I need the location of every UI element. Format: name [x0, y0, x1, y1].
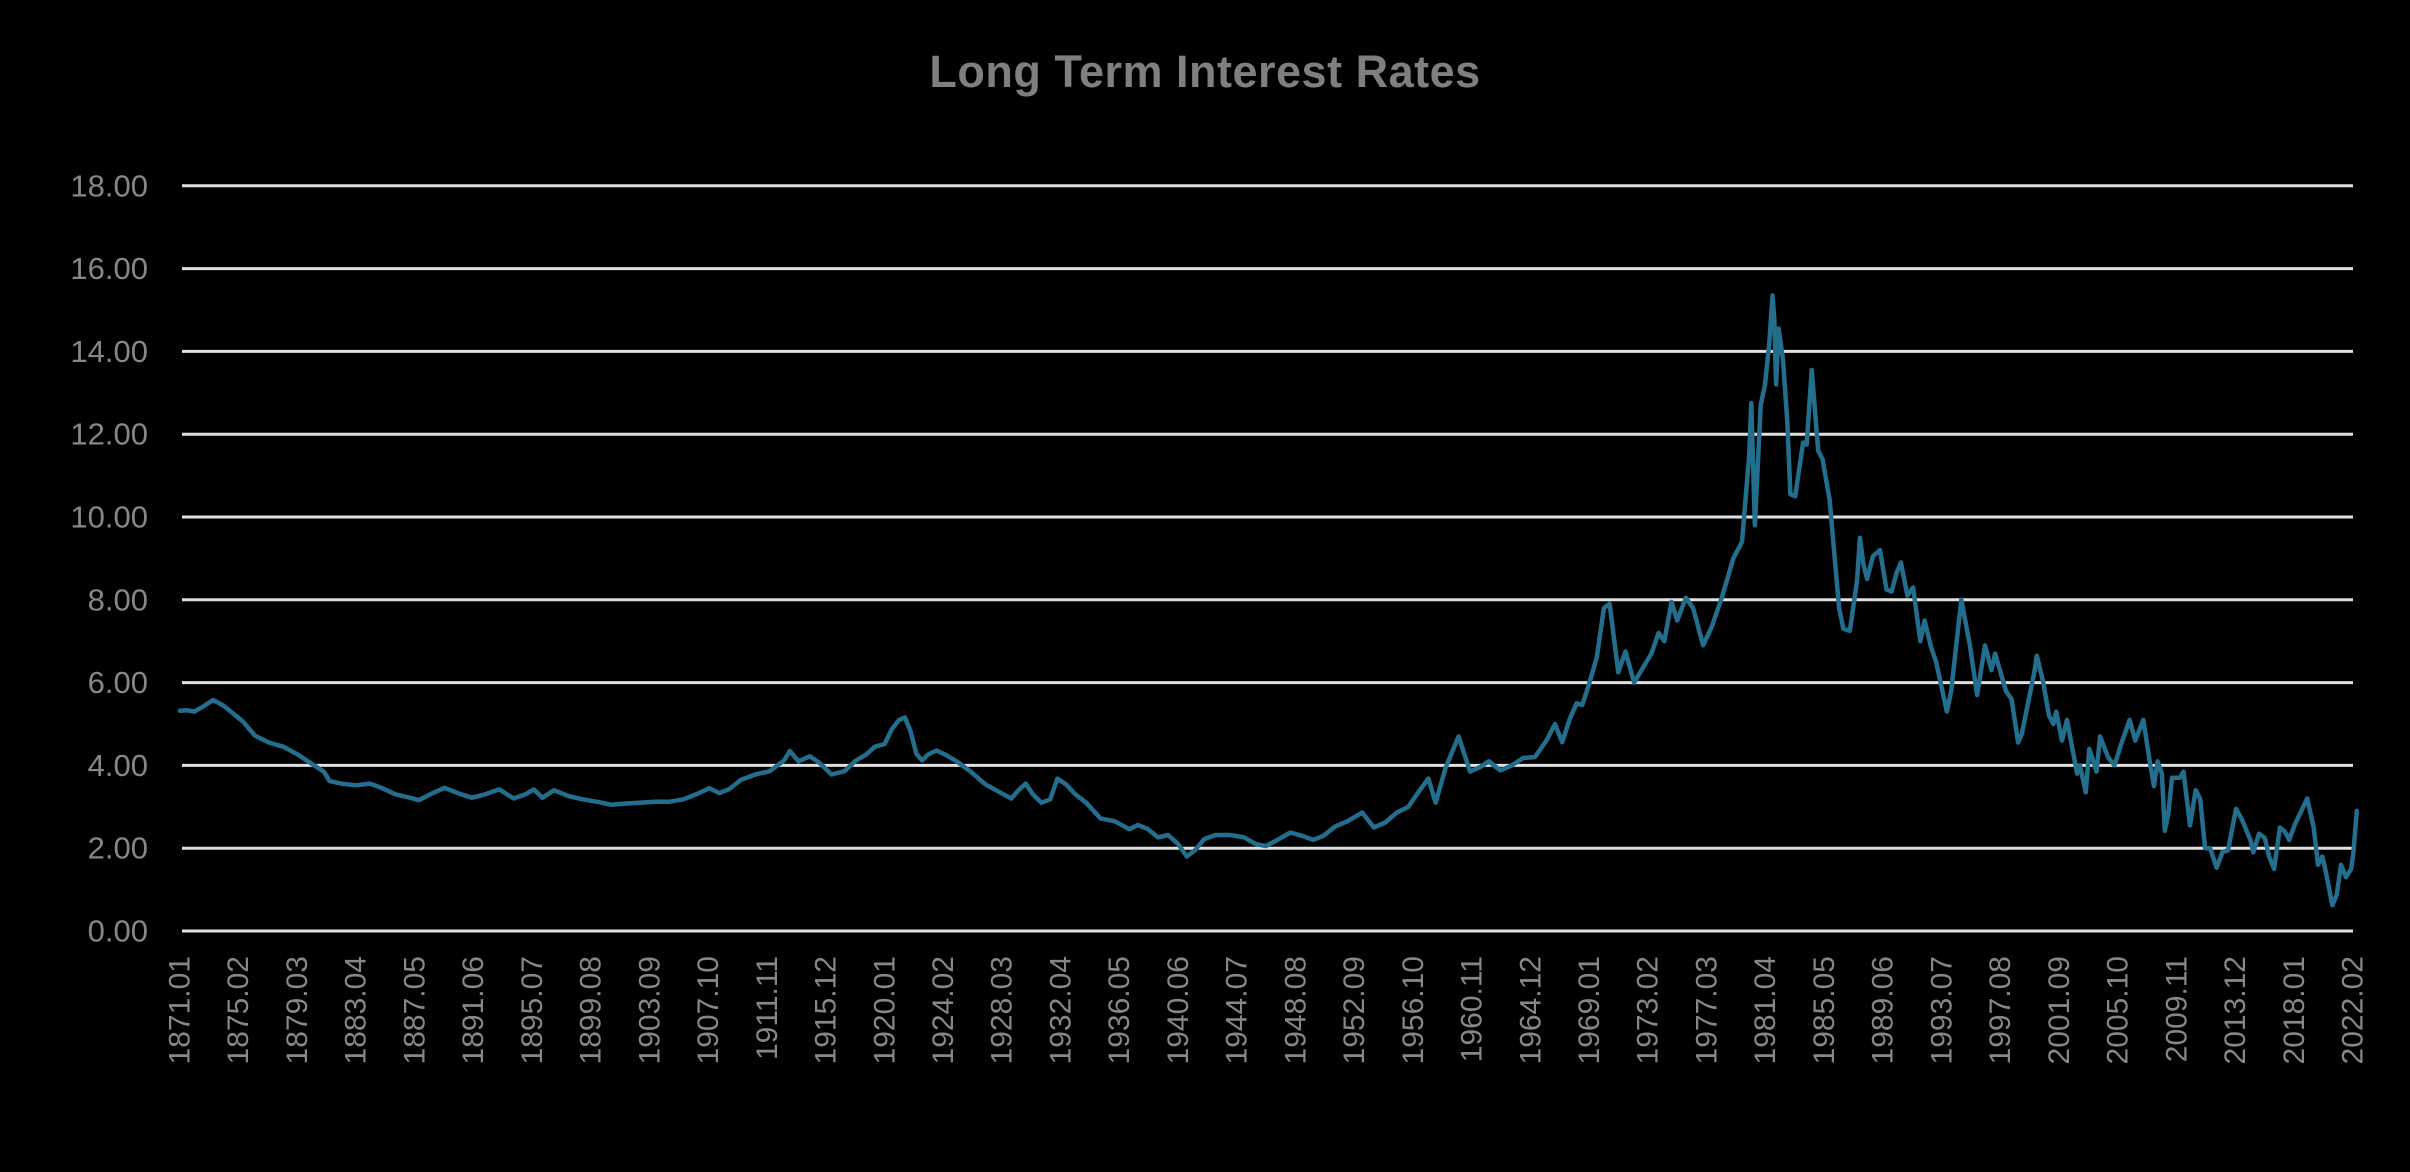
x-tick-label: 2001.09	[2043, 956, 2076, 1064]
x-tick-label: 1956.10	[1397, 956, 1430, 1064]
y-tick-label: 2.00	[88, 831, 148, 866]
x-tick-label: 1924.02	[927, 956, 960, 1064]
x-tick-label: 1903.09	[633, 956, 666, 1064]
x-tick-label: 1948.08	[1279, 956, 1312, 1064]
x-tick-label: 1969.01	[1573, 956, 1606, 1064]
x-tick-label: 1936.05	[1103, 956, 1136, 1064]
x-tick-label: 1883.04	[340, 956, 373, 1064]
x-tick-label: 1989.06	[1867, 956, 1900, 1064]
x-tick-label: 1944.07	[1221, 956, 1254, 1064]
y-tick-label: 8.00	[88, 582, 148, 617]
x-tick-label: 1960.11	[1456, 956, 1489, 1062]
y-axis-labels: 0.00 2.00 4.00 6.00 8.00 10.00 12.00 14.00 16.00…	[70, 168, 148, 948]
x-tick-label: 2018.01	[2278, 956, 2311, 1064]
x-tick-label: 1973.02	[1632, 956, 1665, 1064]
x-tick-label: 1887.05	[398, 956, 431, 1064]
x-tick-label: 1952.09	[1338, 956, 1371, 1064]
x-tick-label: 1907.10	[692, 956, 725, 1064]
y-tick-label: 4.00	[88, 748, 148, 783]
x-tick-label: 1891.06	[457, 956, 490, 1064]
gridlines	[182, 184, 2353, 933]
x-tick-label: 1871.01	[164, 956, 197, 1064]
y-tick-label: 14.00	[70, 334, 148, 369]
x-tick-label: 1977.03	[1690, 956, 1723, 1064]
x-tick-label: 2013.12	[2219, 956, 2252, 1064]
y-tick-label: 6.00	[88, 665, 148, 700]
x-tick-label: 1981.04	[1749, 956, 1782, 1064]
x-axis-labels: 1871.01 1875.02 1879.03 1883.04 1887.05 1891.…	[164, 956, 2370, 1064]
y-tick-label: 12.00	[70, 417, 148, 452]
data-series	[177, 293, 2360, 908]
x-tick-label: 2005.10	[2102, 956, 2135, 1064]
y-tick-label: 10.00	[70, 500, 148, 535]
x-tick-label: 1928.03	[986, 956, 1019, 1064]
x-tick-label: 1899.08	[575, 956, 608, 1064]
y-tick-label: 18.00	[70, 168, 148, 203]
x-tick-label: 1997.08	[1984, 956, 2017, 1064]
x-tick-label: 1915.12	[810, 956, 843, 1064]
x-tick-label: 1875.02	[222, 956, 255, 1064]
x-tick-label: 1985.05	[1808, 956, 1841, 1064]
x-tick-label: 1940.06	[1162, 956, 1195, 1064]
y-tick-label: 0.00	[88, 914, 148, 949]
x-tick-label: 1993.07	[1925, 956, 1958, 1064]
x-tick-label: 1964.12	[1514, 956, 1547, 1064]
y-tick-label: 16.00	[70, 251, 148, 286]
x-tick-label: 2022.02	[2337, 956, 2370, 1064]
x-tick-label: 1879.03	[281, 956, 314, 1064]
chart-title: Long Term Interest Rates	[929, 46, 1481, 97]
x-tick-label: 2009.11	[2160, 956, 2193, 1062]
x-tick-label: 1920.01	[868, 956, 901, 1064]
x-tick-label: 1932.04	[1044, 956, 1077, 1064]
x-tick-label: 1895.07	[516, 956, 549, 1064]
data-line	[177, 293, 2360, 908]
x-tick-label: 1911.11	[751, 956, 784, 1060]
